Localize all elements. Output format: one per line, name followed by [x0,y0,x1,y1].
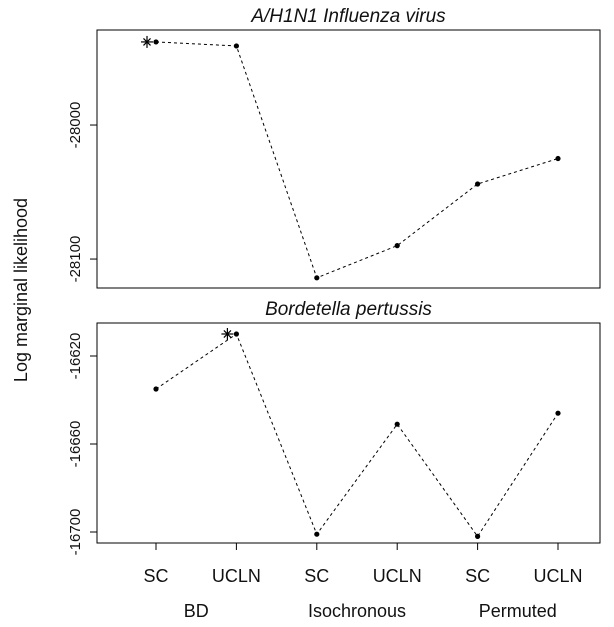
data-point [153,39,159,45]
best-marker [141,35,153,48]
best-marker [221,328,234,340]
best-marker-stroke [143,37,151,46]
x-group-label: Permuted [479,601,557,621]
x-group-label: Isochronous [308,601,406,621]
data-point [314,531,320,537]
data-point [233,43,239,49]
data-point [394,243,400,249]
data-point [555,155,561,162]
data-point [314,275,320,281]
data-point [233,331,239,337]
x-group-label: BD [184,601,209,621]
x-tick-label: UCLN [212,566,261,586]
y-tick-label: -28000 [67,102,84,149]
y-tick-label: -16620 [67,333,84,380]
panel-title: Bordetella pertussis [265,299,432,320]
panel-title: A/H1N1 Influenza virus [250,6,446,27]
data-point [555,410,561,416]
best-marker-stroke [223,330,232,338]
x-tick-label: UCLN [373,566,422,586]
plot-frame [96,322,601,544]
data-point [394,421,400,427]
x-tick-label: SC [304,566,329,586]
data-line [155,41,559,279]
x-tick-label: SC [143,566,168,586]
data-point [475,181,481,187]
y-tick-label: -28100 [67,236,84,283]
y-tick-label: -16660 [67,421,84,468]
data-point [153,386,159,392]
x-tick-label: UCLN [533,566,582,586]
plot-frame [96,29,601,289]
y-tick-label: -16700 [67,509,84,556]
y-axis-label: Log marginal likelihood [11,198,31,382]
data-line [155,333,559,538]
data-point [475,533,481,540]
x-tick-label: SC [465,566,490,586]
